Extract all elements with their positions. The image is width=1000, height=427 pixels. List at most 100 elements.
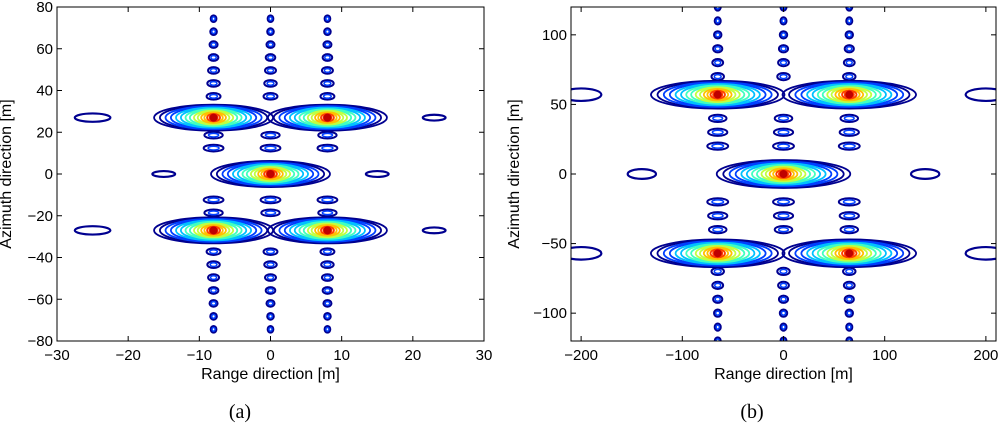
sidelobe-contour <box>267 41 274 48</box>
y-tick-label: 100 <box>542 27 567 44</box>
sidelobe-contour <box>316 143 339 153</box>
sidelobe-contour <box>777 44 790 54</box>
sidelobe-contour <box>265 299 276 308</box>
sidelobe-contour <box>714 32 721 38</box>
y-tick-label: 50 <box>550 96 567 113</box>
sidelobe-contour <box>777 115 790 122</box>
sidelobe-contour <box>713 7 722 12</box>
range-sidelobe-contour <box>571 87 603 103</box>
sidelobe-contour <box>206 79 221 88</box>
target-peak <box>266 170 275 178</box>
sidelobe-contour <box>264 197 277 203</box>
x-tick-label: 10 <box>333 347 350 364</box>
sidelobe-contour <box>842 199 856 205</box>
sidelobe-contour <box>781 324 786 330</box>
sidelobe-contour <box>324 313 330 319</box>
plot-area <box>73 14 447 334</box>
sidelobe-contour <box>706 197 730 207</box>
sidelobe-contour <box>843 226 855 233</box>
sidelobe-contour <box>324 287 331 294</box>
sidelobe-contour <box>322 40 333 49</box>
sidelobe-contour <box>207 210 220 216</box>
range-sidelobe-contour <box>151 169 177 179</box>
sidelobe-contour <box>207 273 221 282</box>
sidelobe-contour <box>776 199 791 205</box>
sidelobe-contour <box>713 308 723 318</box>
sidelobe-contour <box>325 326 330 332</box>
sidelobe-contour <box>707 211 729 221</box>
sidelobe-contour <box>325 16 330 22</box>
sidelobe-contour <box>845 73 854 80</box>
sidelobe-contour <box>779 282 788 289</box>
sidelobe-contour <box>263 66 278 75</box>
target-peak <box>209 226 218 235</box>
sidelobe-contour <box>207 66 221 75</box>
range-sidelobe-contour <box>421 113 447 122</box>
sidelobe-contour <box>779 322 788 332</box>
sidelobe-contour <box>323 67 332 74</box>
target-peak <box>323 226 332 235</box>
sidelobe-contour <box>211 16 216 22</box>
sidelobe-contour <box>837 141 861 151</box>
sidelobe-contour <box>317 208 338 218</box>
y-tick-label: −50 <box>542 236 567 253</box>
y-tick-label: −60 <box>28 291 53 308</box>
sidelobe-contour <box>843 115 855 122</box>
sidelobe-contour <box>263 273 278 282</box>
sidelobe-contour <box>320 66 334 75</box>
target-peak <box>779 170 788 178</box>
sidelobe-contour <box>845 282 853 289</box>
sidelobe-contour <box>324 41 331 48</box>
sidelobe-contour <box>711 129 724 135</box>
sidelobe-contour <box>711 143 725 149</box>
sidelobe-contour <box>779 59 788 66</box>
sidelobe-contour <box>323 27 332 36</box>
sidelobe-contour <box>322 299 333 308</box>
sidelobe-contour <box>711 199 725 205</box>
sidelobe-contour <box>210 300 217 307</box>
sidelobe-contour <box>203 208 224 218</box>
sidelobe-contour <box>209 312 218 321</box>
sidelobe-contour <box>711 58 725 68</box>
sidelobe-contour <box>267 29 274 35</box>
sidelobe-contour <box>202 143 225 153</box>
plot-area <box>571 7 996 341</box>
sidelobe-contour <box>845 59 853 66</box>
sidelobe-contour <box>843 129 856 135</box>
x-tick-label: 30 <box>476 347 493 364</box>
sidelobe-contour <box>839 225 860 235</box>
sidelobe-contour <box>712 226 724 233</box>
sidelobe-contour <box>323 262 332 268</box>
sidelobe-contour <box>263 79 278 88</box>
range-sidelobe-contour <box>626 168 658 180</box>
sidelobe-contour <box>781 18 786 24</box>
range-sidelobe-contour <box>964 87 996 103</box>
sidelobe-contour <box>777 294 790 304</box>
sidelobe-contour <box>267 313 274 319</box>
y-tick-label: −100 <box>533 305 567 322</box>
sidelobe-contour <box>772 141 795 151</box>
x-tick-label: 200 <box>973 347 998 364</box>
sidelobe-contour <box>322 93 333 99</box>
sidelobe-contour <box>323 324 332 334</box>
sidelobe-contour <box>845 7 854 12</box>
target-peak <box>845 90 854 99</box>
sidelobe-contour <box>319 247 336 256</box>
sidelobe-contour <box>266 67 275 74</box>
range-sidelobe-contour <box>73 225 112 236</box>
sidelobe-contour <box>777 226 790 233</box>
sidelobe-contour <box>209 14 218 24</box>
sidelobe-contour <box>846 324 852 330</box>
sidelobe-contour <box>713 30 723 40</box>
y-axis-label: Azimuth direction [m] <box>506 99 523 248</box>
sidelobe-contour <box>846 296 853 302</box>
sidelobe-contour <box>266 274 275 281</box>
y-axis-label: Azimuth direction [m] <box>0 99 15 248</box>
sidelobe-contour <box>209 80 218 86</box>
sidelobe-contour <box>207 132 220 138</box>
sidelobe-contour <box>202 195 225 205</box>
sidelobe-contour <box>321 210 334 216</box>
sidelobe-contour <box>713 268 722 275</box>
sidelobe-contour <box>265 93 276 99</box>
